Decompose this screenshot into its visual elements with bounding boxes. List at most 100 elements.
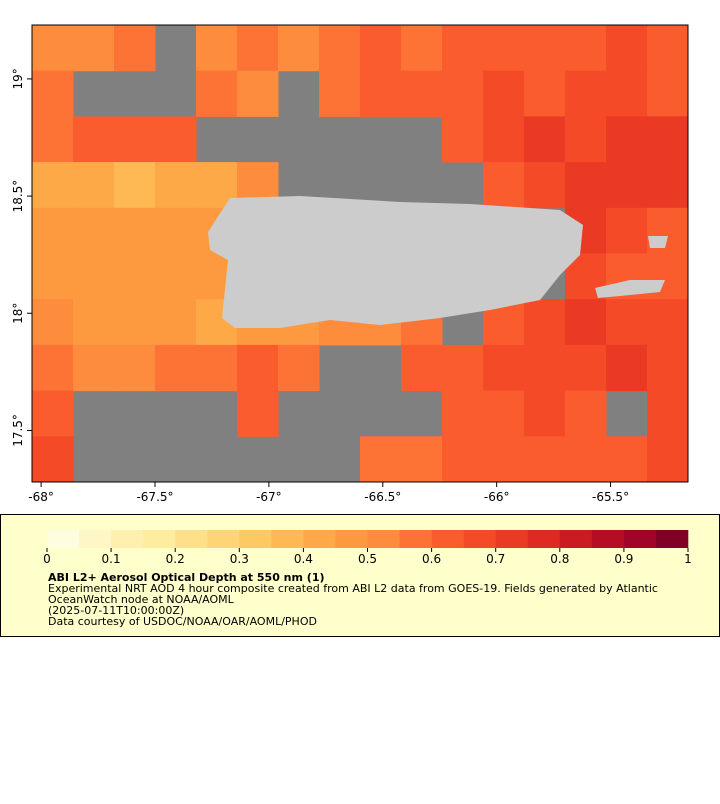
- colorbar-swatch: [47, 530, 80, 548]
- aod-cell: [360, 436, 402, 483]
- y-tick-label: 19°: [11, 68, 25, 89]
- aod-cell: [442, 116, 484, 163]
- colorbar-tick-label: 1: [684, 552, 692, 566]
- colorbar-tick-label: 0.2: [166, 552, 185, 566]
- legend-line: OceanWatch node at NOAA/AOML: [48, 593, 235, 606]
- x-tick-label: -66.5°: [364, 490, 401, 504]
- aod-cell: [32, 253, 74, 300]
- y-tick-label: 17.5°: [11, 414, 25, 447]
- aod-cell: [73, 344, 115, 392]
- legend-line: Data courtesy of USDOC/NOAA/OAR/AOML/PHO…: [48, 615, 317, 628]
- aod-cell: [442, 436, 484, 483]
- aod-cell: [483, 436, 525, 483]
- aod-cell: [565, 299, 607, 346]
- x-tick-label: -67.5°: [136, 490, 173, 504]
- aod-cell: [155, 162, 197, 209]
- aod-cell: [114, 116, 156, 163]
- puerto-rico: [208, 196, 583, 328]
- aod-cell: [565, 116, 607, 163]
- aod-cell: [73, 299, 115, 346]
- aod-cell: [524, 436, 566, 483]
- aod-cell: [32, 70, 74, 117]
- aod-cell: [32, 299, 74, 346]
- aod-cell: [32, 162, 74, 209]
- aod-cell: [114, 253, 156, 300]
- land: [208, 196, 668, 328]
- aod-cell: [524, 70, 566, 117]
- vieques: [595, 280, 665, 298]
- colorbar-swatch: [303, 530, 336, 548]
- aod-cell: [401, 25, 443, 72]
- aod-cell: [114, 344, 156, 392]
- aod-cell: [237, 70, 279, 117]
- aod-cell: [483, 390, 525, 437]
- aod-cell: [483, 116, 525, 163]
- aod-cell: [647, 70, 689, 117]
- aod-cell: [606, 299, 648, 346]
- aod-cell: [196, 344, 238, 392]
- legend-line: Experimental NRT AOD 4 hour composite cr…: [48, 582, 658, 595]
- aod-cell: [647, 25, 689, 72]
- colorbar-swatch: [271, 530, 304, 548]
- aod-cell: [73, 116, 115, 163]
- aod-cell: [606, 25, 648, 72]
- colorbar-swatch: [79, 530, 112, 548]
- aod-cell: [524, 25, 566, 72]
- aod-cell: [155, 207, 197, 254]
- aod-cell: [524, 344, 566, 392]
- aod-cell: [278, 344, 320, 392]
- aod-cell: [32, 116, 74, 163]
- aod-cell: [606, 70, 648, 117]
- colorbar-swatch: [335, 530, 368, 548]
- aod-cell: [73, 162, 115, 209]
- colorbar-swatch: [655, 530, 689, 548]
- aod-cell: [442, 25, 484, 72]
- colorbar-swatch: [239, 530, 272, 548]
- aod-cell: [196, 70, 238, 117]
- aod-cell: [442, 390, 484, 437]
- aod-cell: [319, 70, 361, 117]
- colorbar-tick-label: 0.7: [486, 552, 505, 566]
- colorbar-tick-label: 0.5: [358, 552, 377, 566]
- aod-cell: [114, 25, 156, 72]
- aod-cell: [360, 25, 402, 72]
- colorbar-swatch: [559, 530, 593, 548]
- aod-cell: [524, 116, 566, 163]
- aod-cell: [114, 299, 156, 346]
- aod-cell: [32, 207, 74, 254]
- aod-cell: [442, 344, 484, 392]
- aod-cell: [565, 25, 607, 72]
- aod-cell: [606, 162, 648, 209]
- aod-cell: [237, 344, 279, 392]
- aod-cell: [32, 25, 74, 72]
- aod-cell: [565, 344, 607, 392]
- x-tick-label: -68°: [28, 490, 54, 504]
- colorbar-tick-label: 0.1: [102, 552, 121, 566]
- colorbar-swatch: [399, 530, 432, 548]
- x-tick-label: -65.5°: [592, 490, 629, 504]
- colorbar-swatch: [527, 530, 561, 548]
- aod-cell: [647, 390, 689, 437]
- colorbar-swatch: [431, 530, 464, 548]
- aod-cell: [483, 344, 525, 392]
- aod-cell: [647, 344, 689, 392]
- aod-cell: [606, 344, 648, 392]
- aod-cell: [32, 390, 74, 437]
- aod-cell: [278, 25, 320, 72]
- aod-cell: [442, 70, 484, 117]
- colorbar-tick-label: 0.3: [230, 552, 249, 566]
- aod-cell: [606, 207, 648, 254]
- y-tick-label: 18°: [11, 303, 25, 324]
- colorbar-swatch: [175, 530, 208, 548]
- aod-cell: [237, 390, 279, 437]
- aod-cell: [32, 436, 74, 483]
- colorbar-tick-label: 0: [43, 552, 51, 566]
- colorbar-tick-label: 0.4: [294, 552, 313, 566]
- x-tick-label: -66°: [484, 490, 510, 504]
- aod-cell: [401, 436, 443, 483]
- aod-cell: [360, 70, 402, 117]
- aod-cell: [401, 70, 443, 117]
- aod-cell: [155, 299, 197, 346]
- aod-cell: [565, 436, 607, 483]
